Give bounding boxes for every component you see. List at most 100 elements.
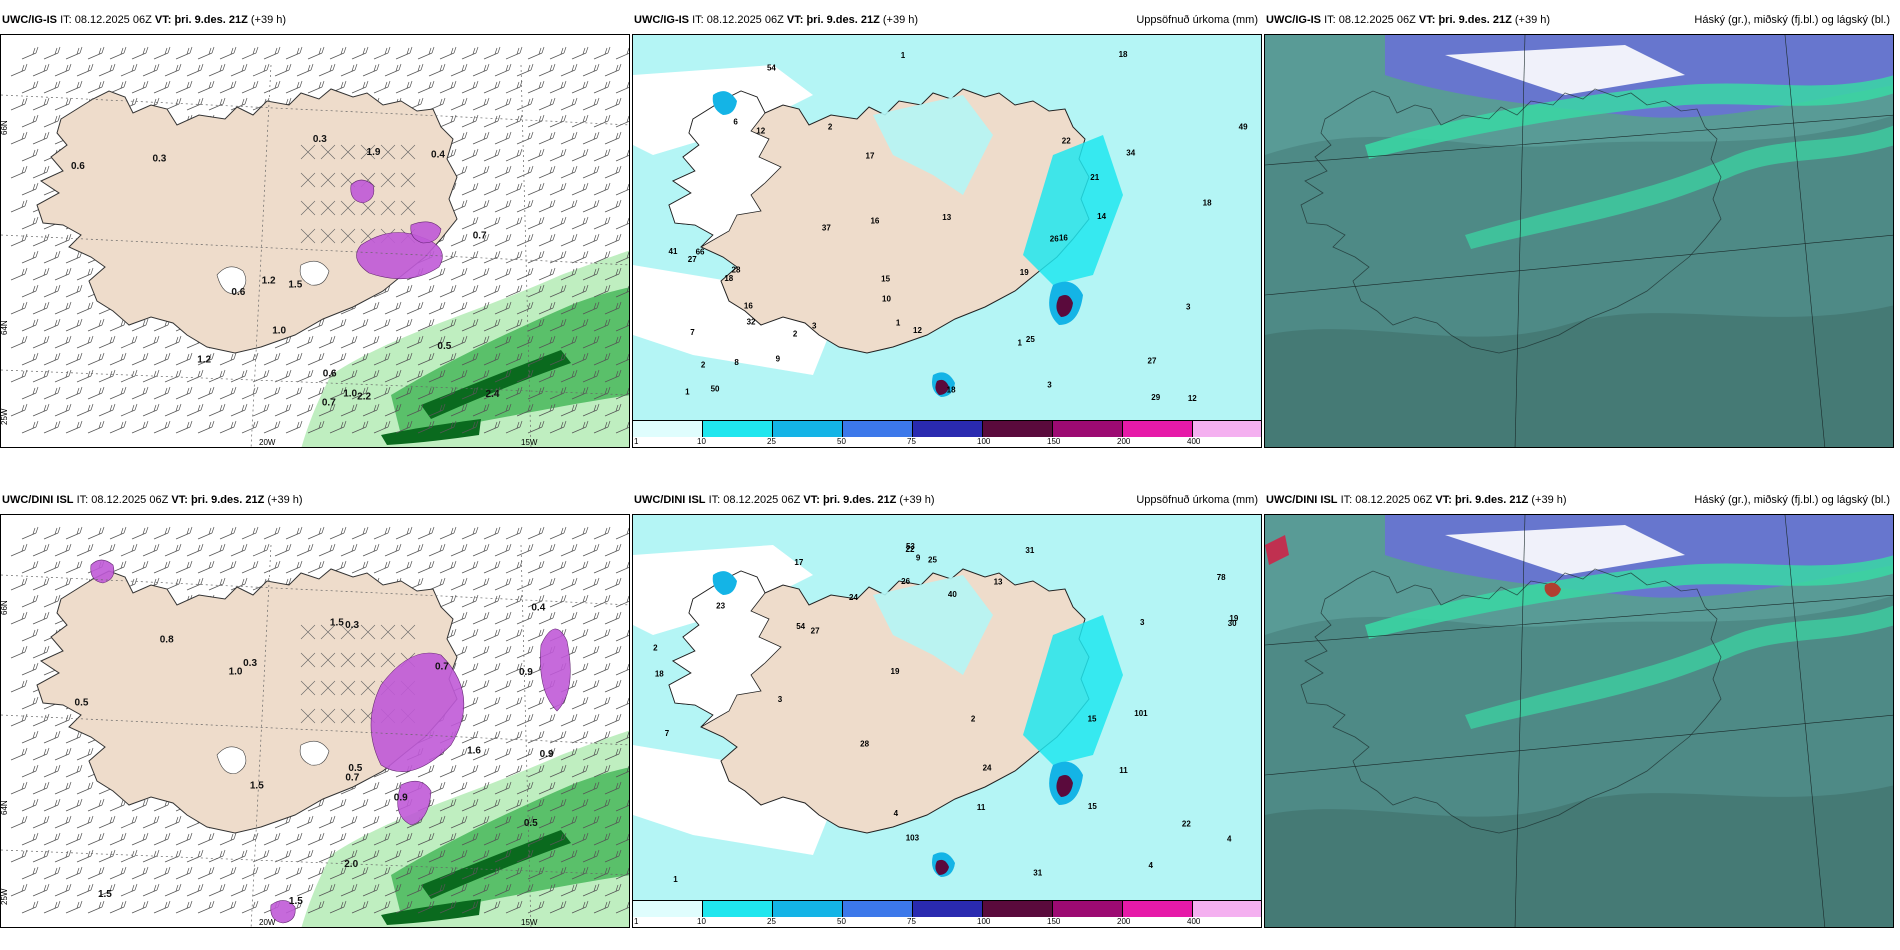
wind-barb: [604, 543, 622, 557]
wind-barb: [54, 577, 72, 591]
snow-hatch-cross: [340, 200, 356, 216]
wind-barb: [615, 561, 629, 574]
wind-barb: [318, 403, 336, 417]
precip-value-label: 0.4: [531, 602, 545, 613]
wind-barb: [296, 815, 314, 829]
wind-barb: [87, 900, 105, 914]
wind-barb: [549, 832, 567, 846]
wind-barb: [219, 832, 237, 846]
wind-barb: [406, 369, 424, 383]
wind-barb: [549, 420, 567, 434]
wind-barb: [472, 713, 490, 727]
wind-barb: [21, 148, 39, 162]
wind-barb: [10, 883, 28, 897]
wind-barb: [483, 832, 501, 846]
precip-value-label: 0.6: [323, 369, 337, 380]
westfjords: [668, 90, 782, 248]
snow-hatch-cross: [340, 228, 356, 244]
init-time: 08.12.2025 06Z: [706, 14, 784, 26]
precip-title: Uppsöfnuð úrkoma (mm): [1136, 494, 1258, 506]
wind-precip-map: 20W 15W66N64N25W0.51.50.31.00.41.50.72.00…: [1, 515, 629, 927]
model-name: UWC/DINI ISL: [1266, 494, 1338, 506]
wind-barb: [505, 182, 523, 196]
wind-barb: [263, 352, 281, 366]
wind-barb: [10, 543, 28, 557]
iceland-outline: [1300, 88, 1722, 354]
wind-barb: [593, 182, 611, 196]
wind-barb: [175, 386, 193, 400]
accum-value-label: 2: [828, 123, 833, 132]
wind-barb: [362, 403, 380, 417]
snow-hatch-cross: [360, 652, 376, 668]
map-frame: 3 3 2 1 23 27 30 22 18 40 13 15 31 7 26 28 54 25 24 22 101 10…: [632, 514, 1262, 928]
wind-barb: [560, 369, 578, 383]
accum-value-label: 2: [701, 361, 706, 370]
wind-barb: [43, 420, 61, 434]
wind-barb: [549, 80, 567, 94]
wind-barb: [571, 46, 589, 60]
wind-barb: [615, 629, 629, 642]
precip-value-label: 2.2: [357, 391, 371, 402]
accum-value-label: 11: [1119, 766, 1128, 775]
wind-precip-map: 20W 15W 66N 64N 25W 0.3 0.4 1.0 1.5 1.2 0.7 0.5 0.3 0…: [1, 35, 629, 447]
wind-barb: [450, 131, 468, 145]
colorbar-tick: 1: [634, 917, 639, 926]
wind-barb: [340, 63, 358, 77]
wind-barb: [219, 80, 237, 94]
wind-barb: [186, 97, 204, 111]
wind-barb: [450, 611, 468, 625]
wind-barb: [428, 883, 446, 897]
wind-barb: [307, 526, 325, 540]
wind-barb: [76, 301, 94, 315]
wind-barb: [571, 798, 589, 812]
precip-value-label: 2.4: [486, 389, 500, 400]
wind-barb: [230, 403, 248, 417]
wind-barb: [21, 560, 39, 574]
wind-barb: [494, 131, 512, 145]
wind-barb: [505, 832, 523, 846]
wind-barb: [208, 369, 226, 383]
wind-barb: [516, 679, 534, 693]
accum-value-label: 15: [881, 275, 890, 284]
colorbar: [633, 420, 1261, 437]
wind-barb: [153, 80, 171, 94]
accum-value-label: 7: [665, 729, 670, 738]
wind-barb: [43, 594, 61, 608]
wind-barb: [307, 560, 325, 574]
wind-barb: [472, 233, 490, 247]
accum-value-label: 4: [1148, 861, 1153, 870]
wind-barb: [516, 199, 534, 213]
snow-hatch-cross: [300, 172, 316, 188]
colorbar-segment: [1193, 901, 1261, 917]
wind-barb: [362, 301, 380, 315]
wind-barb: [593, 250, 611, 264]
accum-value-label: 37: [822, 223, 831, 232]
wind-barb: [538, 233, 556, 247]
wind-barb: [21, 866, 39, 880]
wind-barb: [450, 233, 468, 247]
precip-value-label: 1.2: [197, 354, 211, 365]
wind-barb: [395, 420, 413, 434]
wind-barb: [285, 80, 303, 94]
glacier: [299, 740, 330, 766]
wind-barb: [571, 182, 589, 196]
wind-barb: [604, 301, 622, 315]
colorbar-tick: 75: [907, 917, 916, 926]
wind-barb: [549, 284, 567, 298]
wind-barb: [494, 815, 512, 829]
colorbar-segment: [1193, 421, 1261, 437]
wind-barb: [450, 301, 468, 315]
wind-barb: [21, 662, 39, 676]
wind-barb: [450, 335, 468, 349]
wind-barb: [76, 883, 94, 897]
precip-value-label: 0.9: [540, 749, 554, 760]
wind-barb: [494, 403, 512, 417]
precip-value-label: 1.0: [343, 388, 357, 399]
vt-prefix: VT:: [1435, 494, 1452, 506]
wind-barb: [197, 866, 215, 880]
wind-barb: [494, 781, 512, 795]
wind-barb: [318, 335, 336, 349]
wind-barb: [307, 420, 325, 434]
colorbar-tick: 200: [1117, 437, 1131, 446]
wind-barb: [472, 815, 490, 829]
